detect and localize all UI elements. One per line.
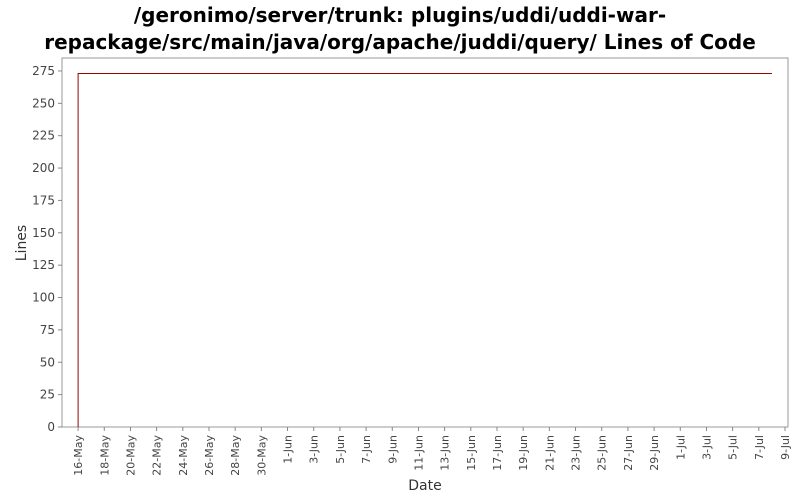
y-tick-label: 225 [32, 129, 55, 143]
x-tick-label: 19-Jun [517, 435, 530, 471]
y-tick-label: 0 [47, 420, 55, 434]
x-tick-label: 26-May [203, 435, 216, 476]
series-line [77, 73, 772, 427]
x-tick-label: 25-Jun [596, 435, 609, 471]
x-tick-label: 16-May [72, 435, 85, 476]
y-tick-label: 75 [40, 323, 55, 337]
y-tick-label: 100 [32, 291, 55, 305]
x-tick-label: 17-Jun [491, 435, 504, 471]
x-tick-label: 28-May [229, 435, 242, 476]
x-axis-label: Date [408, 478, 441, 494]
y-axis-label: Lines [14, 225, 30, 261]
x-tick-label: 3-Jun [308, 435, 321, 464]
x-axis: 16-May 18-May 20-May 22-May 24-May 26-May 28-M… [72, 427, 792, 476]
x-tick-label: 21-Jun [543, 435, 556, 471]
chart-title-line-2: repackage/src/main/java/org/apache/juddi… [44, 30, 756, 54]
y-tick-label: 150 [32, 226, 55, 240]
x-tick-label: 20-May [124, 435, 137, 476]
x-tick-label: 30-May [255, 435, 268, 476]
x-tick-label: 9-Jun [386, 435, 399, 464]
chart-title: /geronimo/server/trunk: plugins/uddi/udd… [0, 2, 800, 56]
x-tick-label: 24-May [177, 435, 190, 476]
x-tick-label: 3-Jul [700, 435, 713, 460]
series-layer [77, 73, 772, 427]
y-tick-label: 125 [32, 258, 55, 272]
y-tick-label: 250 [32, 96, 55, 110]
x-tick-label: 7-Jun [360, 435, 373, 464]
plot-area [61, 57, 789, 428]
x-tick-label: 9-Jul [779, 435, 792, 460]
x-tick-label: 5-Jun [334, 435, 347, 464]
x-tick-label: 13-Jun [439, 435, 452, 471]
x-tick-label: 23-Jun [570, 435, 583, 471]
x-tick-label: 27-Jun [622, 435, 635, 471]
y-axis: 0 25 50 75 100 125 150 175 200 225 250 275 [32, 64, 62, 434]
x-tick-label: 22-May [151, 435, 164, 476]
x-tick-label: 1-Jul [674, 435, 687, 460]
x-tick-label: 1-Jun [282, 435, 295, 464]
chart-title-line-1: /geronimo/server/trunk: plugins/uddi/udd… [133, 3, 667, 27]
y-tick-label: 200 [32, 161, 55, 175]
x-tick-label: 18-May [98, 435, 111, 476]
x-tick-label: 11-Jun [412, 435, 425, 471]
x-tick-label: 15-Jun [465, 435, 478, 471]
x-tick-label: 5-Jul [727, 435, 740, 460]
x-tick-label: 7-Jul [753, 435, 766, 460]
y-tick-label: 25 [40, 388, 55, 402]
x-tick-label: 29-Jun [648, 435, 661, 471]
y-tick-label: 275 [32, 64, 55, 78]
y-tick-label: 175 [32, 193, 55, 207]
y-tick-label: 50 [40, 355, 55, 369]
